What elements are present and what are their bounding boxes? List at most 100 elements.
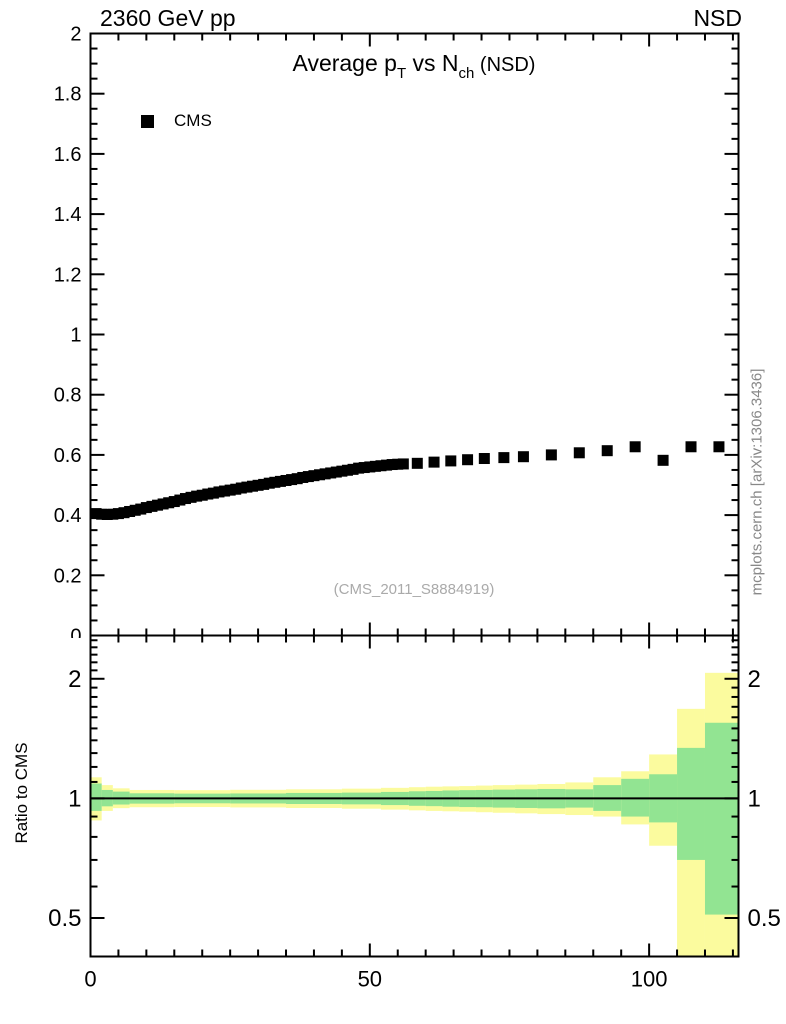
- main-y-tick-label: 1.8: [54, 84, 82, 106]
- data-point-marker: [325, 467, 337, 479]
- data-point-marker: [601, 445, 613, 457]
- watermark-analysis-id: (CMS_2011_S8884919): [333, 581, 495, 598]
- header-event-class: NSD: [693, 5, 742, 31]
- uncertainty-band-inner: [90, 783, 102, 811]
- data-point-marker: [196, 489, 208, 501]
- data-point-marker: [224, 484, 236, 496]
- data-point-marker: [629, 441, 641, 453]
- header-beam-energy: 2360 GeV pp: [100, 5, 236, 31]
- data-point-marker: [179, 493, 191, 505]
- data-point-marker: [517, 451, 529, 463]
- data-point-marker: [107, 508, 119, 520]
- data-point-marker: [392, 458, 404, 470]
- data-point-marker: [358, 462, 370, 474]
- data-point-marker: [101, 508, 113, 520]
- data-point-marker: [319, 468, 331, 480]
- side-note-mcplots-arxiv: mcplots.cern.ch [arXiv:1306.3436]: [748, 368, 766, 596]
- data-point-marker: [375, 460, 387, 472]
- data-point-marker: [96, 508, 108, 520]
- data-point-marker: [118, 507, 130, 519]
- main-y-tick-label: 0.8: [54, 385, 82, 407]
- data-point-marker: [478, 453, 490, 465]
- data-point-marker: [386, 459, 398, 471]
- data-point-marker: [129, 504, 141, 516]
- data-point-marker: [498, 452, 510, 464]
- ratio-y-tick-label-right: 1: [748, 785, 761, 812]
- data-point-marker: [330, 466, 342, 478]
- ratio-y-tick-label-left: 0.5: [48, 905, 81, 932]
- data-point-marker: [713, 441, 725, 453]
- data-point-marker: [230, 483, 242, 495]
- ratio-y-tick-label-left: 1: [68, 785, 81, 812]
- data-point-marker: [364, 461, 376, 473]
- x-tick-label: 0: [84, 967, 96, 992]
- data-point-marker: [112, 508, 124, 520]
- data-point-marker: [657, 454, 669, 466]
- data-point-marker: [241, 481, 253, 493]
- data-point-marker: [213, 486, 225, 498]
- data-point-marker: [124, 505, 136, 517]
- data-point-marker: [314, 469, 326, 481]
- plot-title: Average pT vs Nch (NSD): [90, 50, 738, 82]
- main-y-tick-label: 1: [70, 325, 81, 347]
- data-point-marker: [174, 494, 186, 506]
- data-point-marker: [168, 496, 180, 508]
- data-point-marker: [381, 459, 393, 471]
- data-point-marker: [462, 454, 474, 466]
- data-point-marker: [157, 498, 169, 510]
- ratio-y-tick-label-right: 2: [748, 666, 761, 693]
- data-point-marker: [207, 487, 219, 499]
- main-y-tick-label: 0.4: [54, 505, 82, 527]
- ratio-plot-frame: [89, 634, 740, 958]
- uncertainty-band-inner: [677, 747, 705, 860]
- data-point-marker: [163, 497, 175, 509]
- main-y-tick-label: 0.6: [54, 445, 82, 467]
- data-point-marker: [286, 474, 298, 486]
- uncertainty-band-inner: [704, 722, 739, 915]
- data-point-marker: [573, 447, 585, 459]
- data-point-marker: [445, 455, 457, 467]
- data-point-marker: [202, 488, 214, 500]
- data-point-marker: [269, 476, 281, 488]
- data-point-marker: [219, 485, 231, 497]
- data-point-marker: [280, 474, 292, 486]
- data-point-marker: [369, 460, 381, 472]
- title-pre: Average p: [292, 50, 397, 76]
- data-point-marker: [347, 463, 359, 475]
- data-point-marker: [291, 473, 303, 485]
- legend-square-marker-icon: [141, 115, 154, 128]
- title-mid: vs N: [406, 50, 459, 76]
- data-point-marker: [258, 478, 270, 490]
- data-point-marker: [140, 502, 152, 514]
- axis-ticks-group: [89, 32, 739, 958]
- data-point-marker: [191, 490, 203, 502]
- data-point-marker: [545, 449, 557, 461]
- data-point-marker: [235, 482, 247, 494]
- x-tick-label: 50: [358, 967, 382, 992]
- data-point-marker: [302, 471, 314, 483]
- data-point-marker: [308, 470, 320, 482]
- data-point-marker: [274, 475, 286, 487]
- data-point-marker: [263, 477, 275, 489]
- data-point-marker: [428, 456, 440, 468]
- title-post: (NSD): [474, 54, 536, 76]
- data-point-marker: [185, 491, 197, 503]
- main-y-tick-label: 0.2: [54, 565, 82, 587]
- data-point-marker: [152, 499, 164, 511]
- title-sub-ch: ch: [458, 65, 475, 82]
- main-y-labels-group: 0 0.2 0.4 0.6 0.8 1 1.2 1.4 1.6 1.8 2: [54, 24, 82, 639]
- main-y-tick-label: 1.2: [54, 264, 82, 286]
- data-point-marker: [135, 503, 147, 515]
- data-point-marker: [297, 471, 309, 483]
- x-tick-label: 100: [631, 967, 668, 992]
- data-point-marker: [247, 480, 258, 492]
- main-y-tick-label: 2: [70, 24, 81, 46]
- data-point-marker: [146, 500, 158, 512]
- data-point-marker: [353, 462, 365, 474]
- legend-item-cms: CMS: [174, 111, 212, 130]
- ratio-y-tick-label-left: 2: [68, 666, 81, 693]
- main-y-tick-label: 1.4: [54, 204, 82, 226]
- data-point-marker: [336, 465, 348, 477]
- data-point-marker: [685, 441, 697, 453]
